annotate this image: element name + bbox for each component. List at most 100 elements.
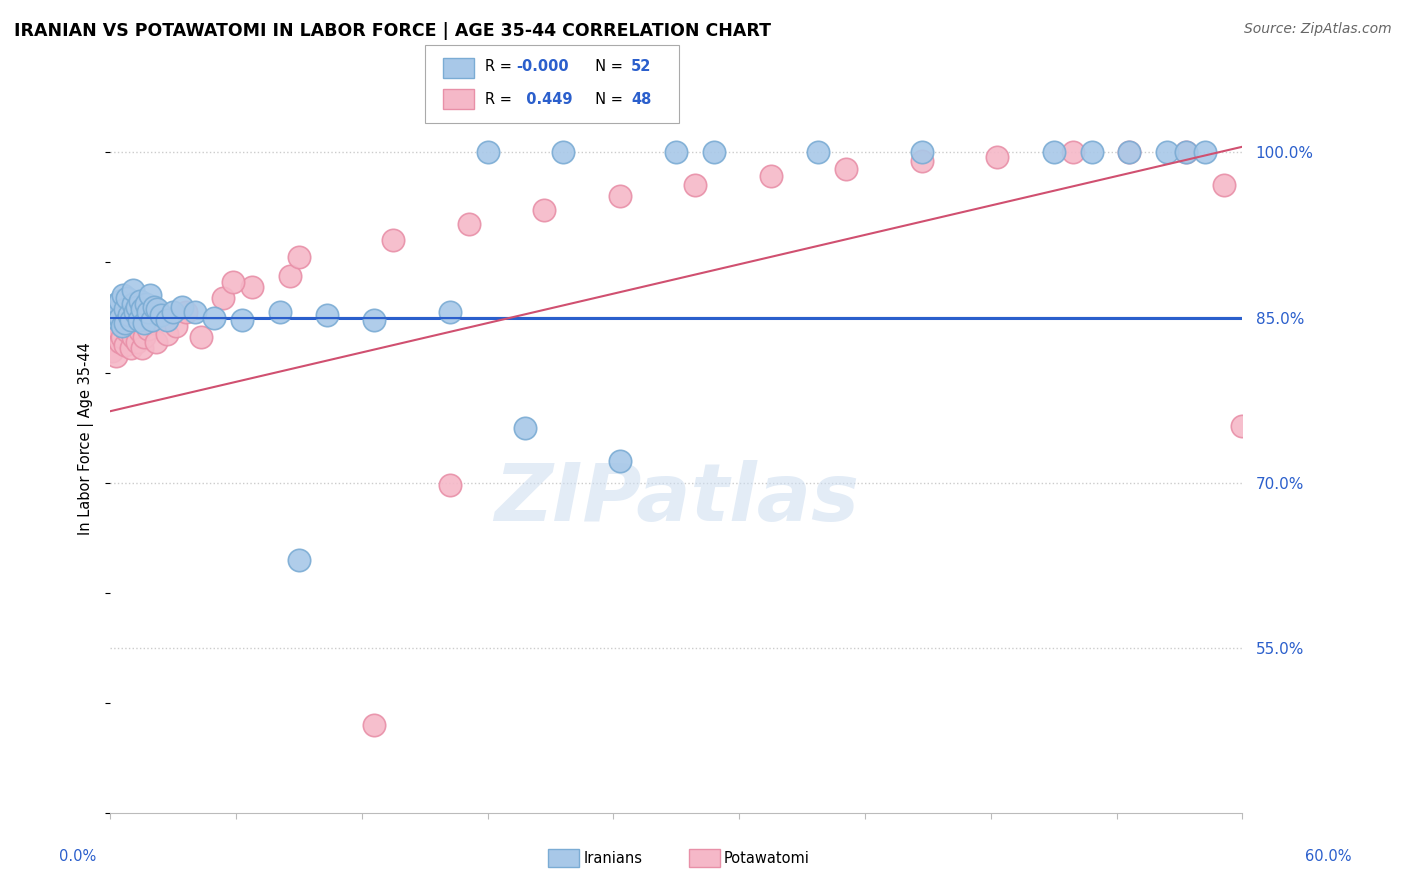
Point (609, 189, 631, 203)
Point (457, 217, 479, 231)
Point (146, 301, 169, 316)
Text: 0.0%: 0.0% (59, 849, 96, 863)
Point (120, 312, 142, 326)
Point (703, 145, 725, 160)
Point (835, 161, 858, 176)
Point (128, 312, 150, 326)
Point (142, 300, 165, 314)
Point (162, 305, 184, 319)
Point (107, 321, 129, 335)
Point (103, 327, 125, 342)
Point (110, 319, 132, 334)
Point (115, 324, 138, 338)
Point (382, 233, 405, 247)
Point (202, 310, 225, 325)
Point (125, 334, 148, 349)
Point (911, 145, 934, 160)
Point (288, 250, 311, 264)
Point (1062, 145, 1084, 160)
Point (156, 327, 179, 342)
Point (515, 421, 537, 435)
Point (240, 279, 263, 293)
Point (136, 321, 159, 335)
Point (114, 316, 136, 330)
Point (131, 342, 153, 356)
Point (124, 305, 146, 319)
Point (108, 293, 131, 308)
Point (1156, 145, 1178, 160)
Point (129, 324, 152, 338)
Text: N =: N = (586, 92, 628, 106)
Point (108, 334, 131, 349)
Point (363, 718, 385, 732)
Point (139, 288, 162, 302)
Point (122, 283, 145, 297)
Point (609, 454, 631, 468)
Point (278, 268, 301, 283)
Point (122, 297, 145, 311)
Point (184, 305, 207, 319)
Text: N =: N = (586, 60, 628, 74)
Point (1174, 145, 1197, 160)
Point (108, 310, 131, 325)
Text: Source: ZipAtlas.com: Source: ZipAtlas.com (1244, 22, 1392, 37)
Point (150, 312, 173, 326)
Point (1174, 145, 1197, 160)
Point (174, 305, 197, 319)
Point (134, 316, 156, 330)
Point (363, 312, 385, 326)
Point (759, 169, 782, 184)
Point (269, 305, 291, 319)
Text: 0.449: 0.449 (516, 92, 572, 106)
Point (122, 330, 145, 344)
Point (231, 312, 253, 326)
Point (112, 319, 135, 334)
Point (439, 478, 461, 492)
Point (316, 309, 339, 323)
Point (1080, 145, 1102, 160)
Point (103, 305, 125, 319)
Point (118, 309, 141, 323)
Point (129, 293, 152, 308)
Point (553, 145, 575, 160)
Point (1118, 145, 1140, 160)
Point (134, 330, 156, 344)
Text: -0.000: -0.000 (516, 60, 568, 74)
Point (128, 309, 150, 323)
Point (118, 312, 141, 326)
Text: 60.0%: 60.0% (1305, 849, 1353, 863)
Point (807, 145, 830, 160)
Point (125, 300, 148, 314)
Point (1232, 418, 1254, 433)
Point (1212, 178, 1234, 193)
Point (156, 312, 179, 326)
Text: ZIPatlas: ZIPatlas (494, 459, 859, 538)
Point (1118, 145, 1140, 160)
Point (110, 330, 132, 344)
Point (439, 305, 461, 319)
Point (145, 334, 167, 349)
Point (114, 301, 136, 316)
Point (131, 301, 153, 316)
Point (135, 297, 157, 311)
Point (150, 309, 173, 323)
Point (1042, 145, 1064, 160)
Point (101, 343, 124, 358)
Text: 48: 48 (631, 92, 651, 106)
Text: Potawatomi: Potawatomi (724, 851, 810, 865)
Y-axis label: In Labor Force | Age 35-44: In Labor Force | Age 35-44 (79, 343, 94, 535)
Text: IRANIAN VS POTAWATOMI IN LABOR FORCE | AGE 35-44 CORRELATION CHART: IRANIAN VS POTAWATOMI IN LABOR FORCE | A… (14, 22, 770, 40)
Point (911, 154, 934, 169)
Point (104, 297, 127, 311)
Text: 52: 52 (631, 60, 651, 74)
Text: Iranians: Iranians (583, 851, 643, 865)
Point (986, 150, 1008, 164)
Point (141, 316, 163, 330)
Point (1194, 145, 1216, 160)
Point (120, 342, 142, 356)
Point (477, 145, 499, 160)
Point (170, 300, 193, 314)
Point (683, 178, 706, 193)
Point (665, 145, 688, 160)
Point (104, 349, 127, 363)
